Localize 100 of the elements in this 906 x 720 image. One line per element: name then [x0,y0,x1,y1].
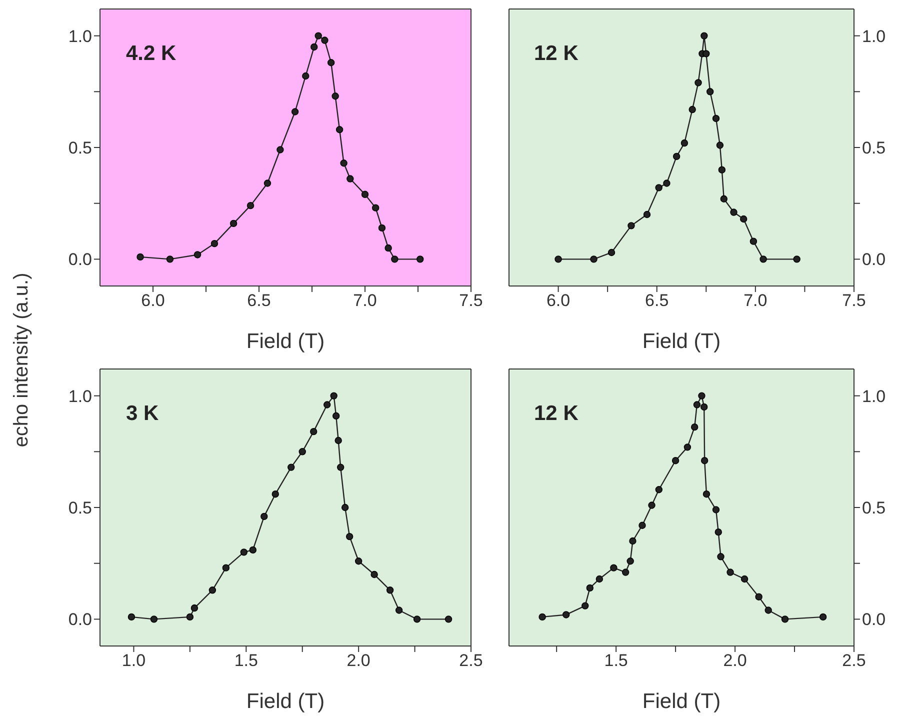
point [298,448,306,456]
point [672,152,680,160]
x-axis-title: Field (T) [642,330,721,353]
x-tick-label: 6.5 [247,291,271,310]
point [554,256,562,263]
x-tick-label: 6.0 [546,291,570,310]
point [194,251,202,258]
y-tick-label: 1.0 [68,386,92,406]
point [346,175,354,182]
y-tick-label: 0.0 [68,610,92,630]
annotation: 12 K [534,42,578,66]
point [672,456,680,464]
point [330,392,338,400]
x-tick-label: 6.5 [645,291,669,310]
point [726,568,734,576]
point [740,215,748,223]
point [793,256,800,263]
point [712,114,720,122]
x-tick-label: 7.0 [353,291,377,310]
point [819,613,827,621]
point [608,248,616,256]
x-tick-label: 7.5 [459,291,483,310]
point [370,570,378,578]
point [416,256,424,263]
point [327,59,335,66]
point [336,464,344,471]
point [740,575,748,583]
point [302,72,310,80]
point [332,412,340,420]
y-axis-title: echo intensity (a.u.) [10,272,34,448]
point [717,553,724,560]
x-tick-label: 7.0 [744,291,768,310]
x-tick-label: 2.0 [346,651,370,670]
y-tick-label: 1.0 [68,26,92,46]
annotation: 4.2 K [126,42,176,66]
point [750,238,758,245]
point [716,142,724,149]
point [186,613,194,621]
point [698,392,706,400]
point [648,502,656,509]
point [346,532,354,540]
point [655,184,662,192]
point [310,428,318,436]
point [340,160,348,167]
point [136,253,144,261]
point [643,210,651,218]
x-tick-label: 2.5 [842,651,866,670]
point [622,568,630,576]
y2-tick-label: 0.0 [862,250,886,270]
point [655,486,662,494]
point [712,506,720,514]
point [166,256,174,263]
point [628,222,635,230]
y2-tick-label: 1.0 [862,26,886,46]
point [596,575,604,583]
point [702,50,710,58]
point [240,548,248,556]
point [684,444,692,451]
point [586,584,594,592]
y2-tick-label: 0.5 [862,138,886,158]
point [150,616,158,623]
x-tick-label: 7.5 [842,291,866,310]
point [700,32,708,40]
point [336,126,344,134]
point [310,43,318,51]
point [764,606,772,614]
point [755,593,762,600]
point [690,423,698,431]
x-tick-label: 2.5 [459,651,483,670]
point [680,139,688,147]
point [718,166,726,174]
point [781,616,789,623]
point [538,613,546,621]
point [590,256,598,263]
annotation: 12 K [534,402,578,426]
point [246,202,254,210]
x-tick-label: 1.5 [604,651,628,670]
x-tick-label: 6.0 [141,291,165,310]
x-tick-label: 1.0 [122,651,146,670]
point [688,106,696,114]
point [694,79,702,86]
point [562,611,570,618]
y2-tick-label: 0.5 [862,498,886,518]
point [386,586,394,594]
x-axis-title: Field (T) [246,330,325,353]
point [395,606,403,614]
point [700,403,708,411]
point [693,401,701,408]
point [332,92,339,100]
point [276,146,284,154]
y2-tick-label: 1.0 [862,386,886,406]
x-axis-title: Field (T) [246,690,325,713]
point [760,256,767,263]
point [730,208,738,216]
point [706,88,714,96]
point [413,616,421,623]
point [190,604,198,612]
point [638,522,646,529]
point [260,512,268,520]
point [714,528,722,536]
